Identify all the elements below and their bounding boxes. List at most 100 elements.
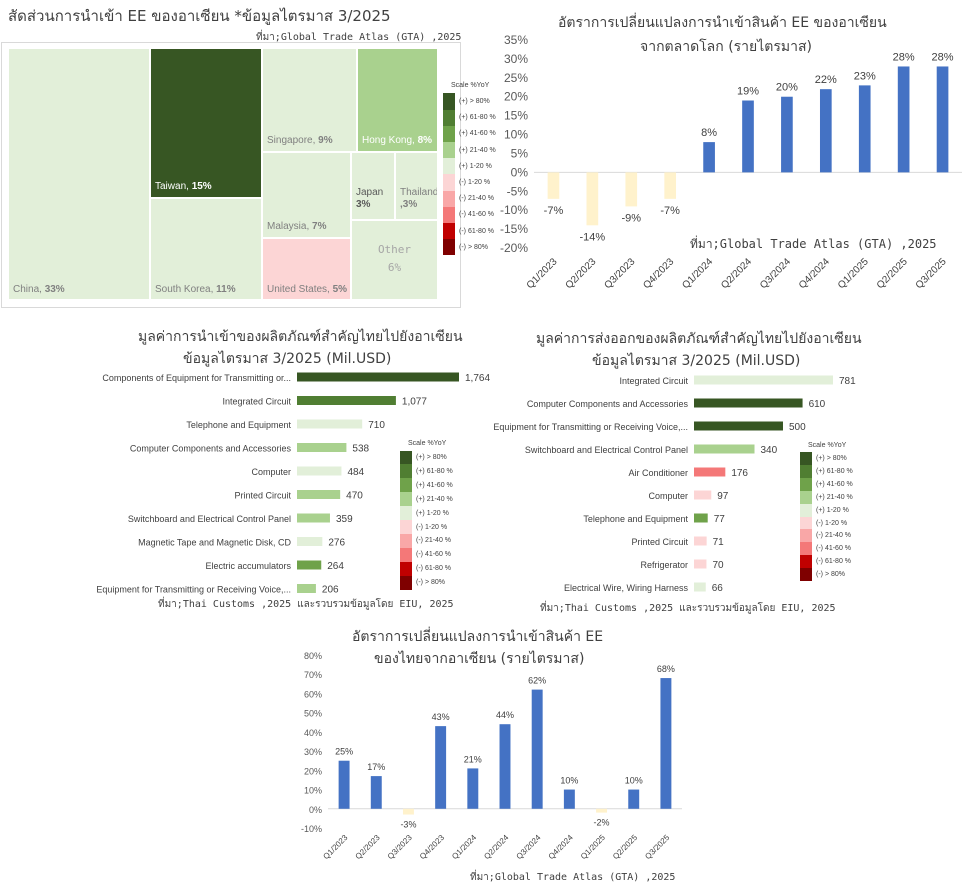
- bar-value-label: 276: [328, 538, 345, 549]
- legend-label: (-) 21-40 %: [416, 537, 452, 545]
- treemap-source: ที่มา;Global Trade Atlas (GTA) ,2025: [256, 32, 462, 43]
- bar: [625, 172, 638, 207]
- bar-value-label: 359: [336, 514, 353, 525]
- x-category-label: Q3/2025: [643, 833, 671, 861]
- bar: [664, 172, 677, 199]
- x-category-label: Q3/2025: [914, 256, 949, 291]
- treemap-cell-thailand: Thailand ,3%: [395, 152, 438, 220]
- legend-swatch: [400, 492, 412, 507]
- bar-value-label: 538: [352, 444, 369, 455]
- bar-value-label: 8%: [701, 127, 717, 139]
- bar: [370, 776, 382, 809]
- legend-swatch: [400, 506, 412, 521]
- legend-item: (+) > 80%: [400, 450, 447, 465]
- legend-label: (+) > 80%: [416, 454, 447, 461]
- x-category-label: Q3/2023: [602, 256, 637, 291]
- category-label: Integrated Circuit: [222, 397, 291, 407]
- legend-item: (-) 1-20 %: [400, 520, 447, 534]
- thai-growth-chart: 80% 70% 60% 50% 40% 30% 20% 10% 0% -10% 25% Q1/2023…: [301, 651, 682, 861]
- x-category-label: Q1/2023: [321, 833, 349, 861]
- bar-value-label: 25%: [335, 747, 353, 757]
- legend-label: (-) 21-40 %: [816, 532, 852, 540]
- legend-label: (-) 21-40 %: [459, 195, 495, 203]
- treemap-label: China, 33%: [13, 284, 65, 295]
- legend-item: (+) 21-40 %: [443, 142, 496, 159]
- legend-item: (+) 1-20 %: [443, 158, 492, 175]
- treemap-label: Singapore, 9%: [267, 135, 333, 146]
- x-category-label: Q2/2023: [564, 256, 599, 291]
- treemap-frame: [1, 42, 461, 308]
- legend-item: (-) 21-40 %: [400, 533, 452, 548]
- legend-item: (+) 21-40 %: [800, 490, 853, 504]
- legend-item: (-) 61-80 %: [400, 561, 451, 576]
- legend-label: (+) 61-80 %: [416, 467, 453, 475]
- category-label: Switchboard and Electrical Control Panel: [525, 445, 688, 455]
- bar-value-label: 1,077: [402, 397, 427, 408]
- legend-title: Scale %YoY: [408, 440, 447, 447]
- treemap-cell-other: Other 6%: [351, 220, 438, 300]
- bar-value-label: 10%: [560, 776, 578, 786]
- legend-item: (+) 61-80 %: [443, 109, 496, 126]
- y-tick-label: -5%: [507, 184, 529, 198]
- x-category-label: Q3/2024: [515, 833, 543, 861]
- legend-swatch: [800, 568, 812, 582]
- category-label: Integrated Circuit: [619, 376, 688, 386]
- x-category-label: Q1/2023: [525, 256, 560, 291]
- bar: [858, 85, 871, 173]
- thai-export-title-2: ข้อมูลไตรมาส 3/2025 (Mil.USD): [592, 353, 801, 369]
- treemap-cell-taiwan: Taiwan, 15%: [150, 48, 262, 198]
- x-category-label: Q3/2024: [758, 256, 793, 291]
- legend-swatch: [443, 174, 455, 191]
- bar: [338, 760, 350, 809]
- legend-label: (-) > 80%: [459, 243, 488, 251]
- y-tick-label: 60%: [304, 689, 322, 699]
- bar-value-label: 1,764: [465, 373, 490, 384]
- bar-value-label: 21%: [464, 754, 482, 764]
- legend-label: (+) 1-20 %: [816, 506, 849, 514]
- y-tick-label: -15%: [500, 222, 528, 236]
- y-tick-label: 0%: [511, 165, 529, 179]
- bar: [297, 513, 330, 523]
- bar-value-label: 264: [327, 561, 344, 572]
- bar-value-label: 17%: [367, 762, 385, 772]
- bar-value-label: 610: [809, 399, 826, 410]
- bar-value-label: 28%: [893, 51, 915, 63]
- legend-label: (-) 61-80 %: [816, 558, 852, 566]
- bar-value-label: 23%: [854, 70, 876, 82]
- bar: [694, 559, 707, 569]
- x-category-label: Q2/2024: [482, 833, 510, 861]
- x-category-label: Q1/2024: [680, 256, 715, 291]
- x-category-label: Q2/2023: [354, 833, 382, 861]
- legend-swatch: [400, 464, 412, 479]
- legend-item: (+) 21-40 %: [400, 492, 453, 507]
- bar-value-label: 484: [347, 467, 364, 478]
- bar: [297, 537, 323, 546]
- legend-swatch: [443, 109, 455, 126]
- legend-swatch: [443, 223, 455, 240]
- bar-value-label: 70: [712, 560, 724, 571]
- bar-value-label: 28%: [932, 51, 954, 63]
- asean-growth-title-1: อัตราการเปลี่ยนแปลงการนำเข้าสินค้า EE ขอ…: [558, 15, 887, 31]
- legend-item: (+) > 80%: [800, 452, 847, 465]
- treemap-cell-japan: Japan 3%: [351, 152, 395, 220]
- y-tick-label: 10%: [504, 128, 528, 142]
- treemap-cell-hong-kong: Hong Kong, 8%: [357, 48, 438, 152]
- y-tick-label: -10%: [301, 824, 322, 834]
- bar-value-label: 77: [714, 514, 726, 525]
- y-tick-label: 80%: [304, 651, 322, 661]
- legend-item: (-) 61-80 %: [800, 555, 852, 569]
- legend-label: (-) 1-20 %: [816, 519, 848, 527]
- legend-swatch: [443, 93, 455, 110]
- bar-value-label: 44%: [496, 710, 514, 720]
- y-tick-label: -20%: [500, 241, 528, 255]
- legend-label: (+) > 80%: [459, 98, 490, 105]
- x-category-label: Q2/2025: [875, 256, 910, 291]
- thai-import-title-2: ข้อมูลไตรมาส 3/2025 (Mil.USD): [183, 351, 392, 367]
- legend-label: (+) 21-40 %: [816, 493, 853, 501]
- x-category-label: Q4/2023: [641, 256, 676, 291]
- bar: [694, 398, 803, 408]
- legend-swatch: [443, 206, 455, 223]
- thai-export-source: ที่มา;Thai Customs ,2025 และรวบรวมข้อมูล…: [540, 603, 836, 614]
- bar: [742, 100, 754, 173]
- y-tick-label: 35%: [504, 33, 528, 47]
